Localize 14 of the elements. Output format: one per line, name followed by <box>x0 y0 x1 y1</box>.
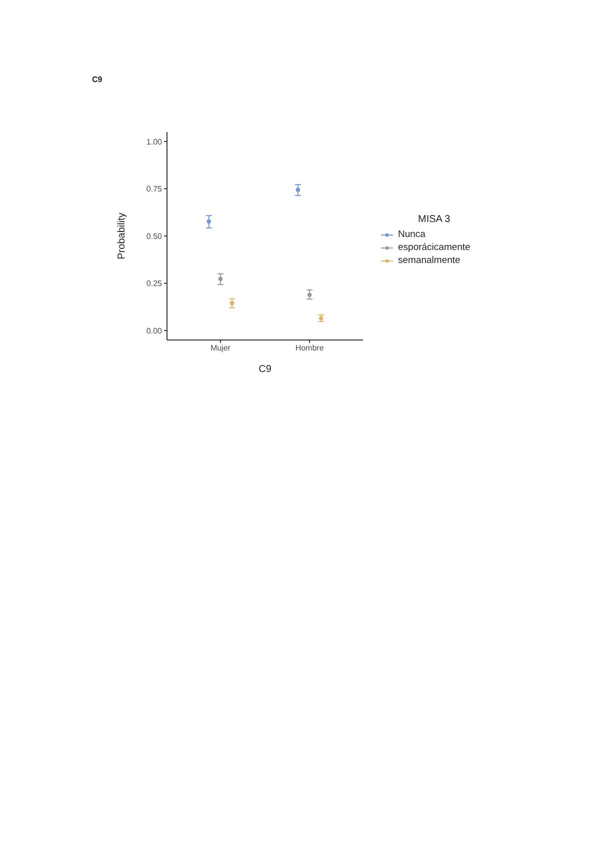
x-tick-label: Mujer <box>210 344 231 353</box>
legend-title: MISA 3 <box>418 214 452 225</box>
legend-label: semanalmente <box>398 255 460 266</box>
legend-label: Nunca <box>398 229 426 240</box>
text: C9 <box>92 75 102 84</box>
y-tick-label: 0.50 <box>146 232 163 241</box>
y-tick-label: 0.00 <box>146 326 163 336</box>
x-axis-title: C9 <box>258 364 272 375</box>
legend-label: esporácicamente <box>398 242 470 253</box>
y-tick-label: 1.00 <box>146 137 163 146</box>
y-tick-label: 0.75 <box>146 184 163 194</box>
x-tick-label: Hombre <box>295 344 324 353</box>
y-axis-title: Probability <box>116 212 128 260</box>
y-tick-label: 0.25 <box>146 279 163 288</box>
